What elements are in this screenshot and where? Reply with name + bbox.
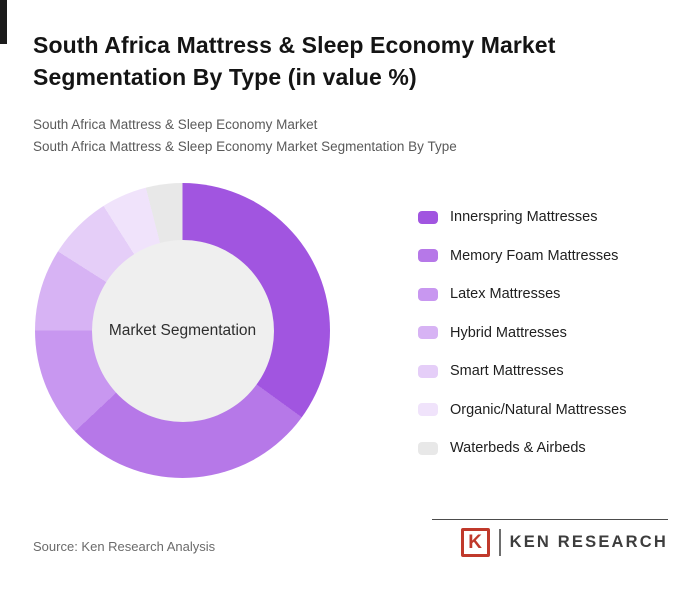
legend-item: Organic/Natural Mattresses — [418, 399, 626, 421]
legend-swatch — [418, 441, 438, 455]
subtitle-block: South Africa Mattress & Sleep Economy Ma… — [33, 114, 457, 157]
corner-accent — [0, 0, 7, 44]
legend-label: Waterbeds & Airbeds — [450, 440, 586, 456]
legend-label: Organic/Natural Mattresses — [450, 401, 627, 418]
legend-swatch — [418, 249, 438, 262]
page-title: South Africa Mattress & Sleep Economy Ma… — [33, 32, 556, 90]
footer-divider — [432, 519, 668, 520]
subtitle-line-1: South Africa Mattress & Sleep Economy Ma… — [33, 117, 318, 132]
legend-swatch — [418, 287, 438, 301]
legend: Innerspring Mattresses Memory Foam Mattre… — [418, 206, 626, 476]
source-note: Source: Ken Research Analysis — [33, 539, 216, 554]
legend-swatch — [418, 326, 438, 339]
legend-label: Memory Foam Mattresses — [450, 247, 619, 264]
legend-item: Memory Foam Mattresses — [418, 245, 626, 267]
legend-swatch — [418, 364, 438, 378]
legend-label: Innerspring Mattresses — [450, 209, 598, 225]
legend-label: Smart Mattresses — [450, 363, 564, 379]
logo-separator — [498, 529, 501, 556]
donut-center-label: Market Segmentation — [91, 239, 274, 422]
subtitle-line-2: South Africa Mattress & Sleep Economy Ma… — [33, 138, 457, 154]
ken-research-logo: K KEN RESEARCH — [460, 528, 668, 557]
legend-item: Latex Mattresses — [418, 283, 626, 305]
legend-swatch — [418, 403, 438, 416]
legend-item: Waterbeds & Airbeds — [418, 437, 626, 459]
legend-label: Latex Mattresses — [450, 286, 561, 302]
donut-chart-wrapper: Market Segmentation — [35, 183, 330, 478]
legend-swatch — [418, 210, 438, 224]
legend-label: Hybrid Mattresses — [450, 324, 567, 341]
legend-item: Hybrid Mattresses — [418, 322, 626, 344]
logo-k-icon: K — [460, 528, 490, 557]
logo-brand-text: KEN RESEARCH — [509, 533, 668, 551]
chart-area: Market Segmentation Innerspring Mattress… — [0, 175, 700, 495]
legend-item: Innerspring Mattresses — [418, 206, 626, 228]
legend-item: Smart Mattresses — [418, 360, 626, 382]
